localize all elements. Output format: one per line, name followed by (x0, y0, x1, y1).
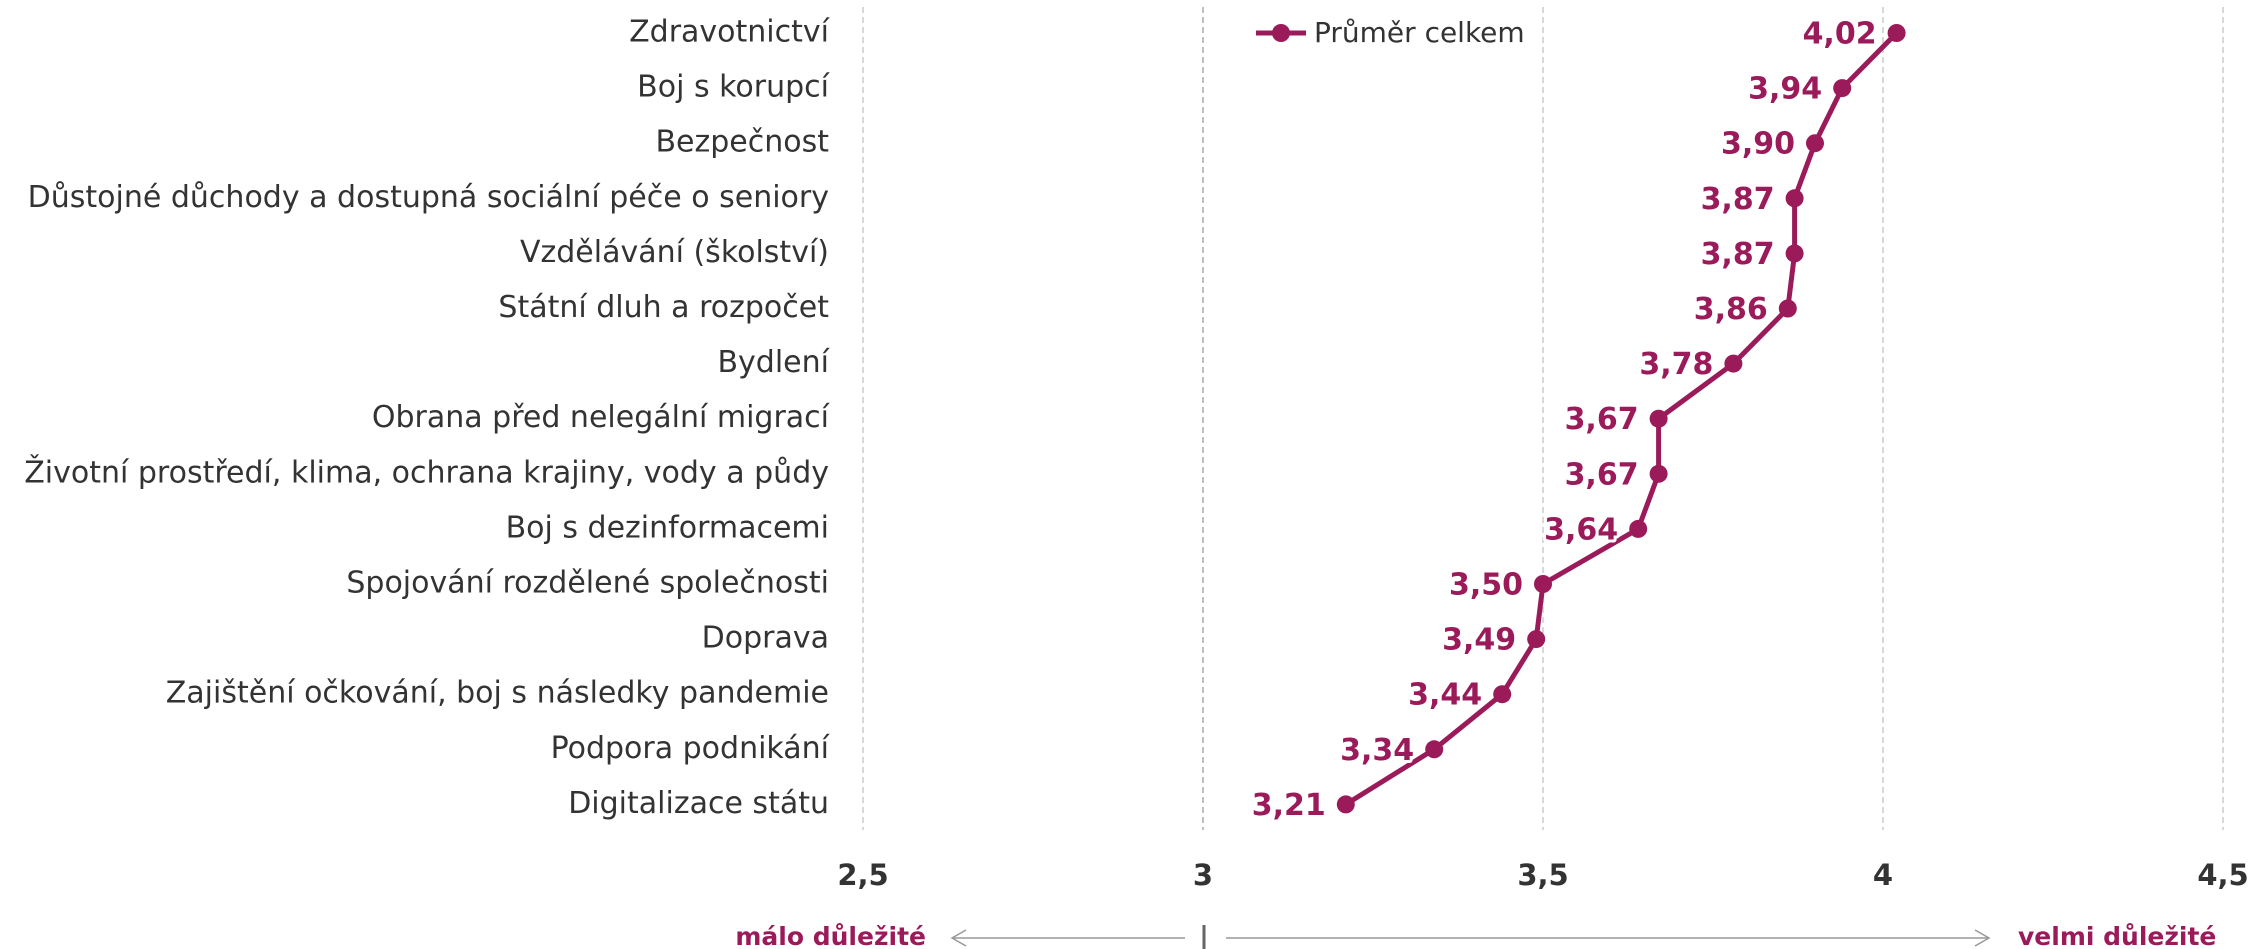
annotation: velmi důležité (2018, 922, 2216, 949)
value-label: 3,49 (1442, 623, 1516, 658)
x-tick-label: 3,5 (1517, 858, 1568, 892)
x-tick-label: 4 (1873, 858, 1893, 892)
category-label: Spojování rozdělené společnosti (346, 566, 829, 601)
legend-marker (1272, 24, 1290, 42)
annotation: málo důležité (735, 922, 926, 949)
value-label: 3,90 (1721, 127, 1795, 162)
category-label: Podpora podnikání (551, 731, 831, 766)
value-label: 3,67 (1565, 457, 1639, 492)
value-label: 4,02 (1803, 17, 1877, 52)
value-label: 3,87 (1701, 182, 1775, 217)
value-label: 3,86 (1694, 292, 1768, 327)
category-label: Životní prostředí, klima, ochrana krajin… (24, 454, 829, 490)
data-point (1649, 409, 1668, 428)
category-label: Boj s korupcí (637, 70, 831, 105)
legend-label: Průměr celkem (1314, 16, 1525, 49)
data-point (1806, 134, 1824, 153)
category-label: Zajištění očkování, boj s následky pande… (166, 676, 829, 711)
data-point (1778, 299, 1797, 318)
data-point (1425, 740, 1444, 759)
data-point (1887, 24, 1906, 42)
arrow-right (1226, 929, 1991, 947)
data-point (1785, 244, 1804, 263)
value-label: 3,34 (1340, 733, 1414, 768)
category-label: Vzdělávání (školství) (520, 235, 829, 270)
data-point (1785, 189, 1804, 208)
data-point (1724, 354, 1743, 373)
data-point (1493, 685, 1512, 704)
data-point (1629, 519, 1648, 538)
arrow-left (950, 929, 1185, 947)
value-label: 3,50 (1449, 568, 1523, 603)
category-label: Bydlení (717, 345, 830, 380)
category-label: Důstojné důchody a dostupná sociální péč… (28, 180, 829, 215)
category-label: Digitalizace státu (568, 786, 829, 821)
data-point (1649, 464, 1668, 483)
value-label: 3,67 (1565, 402, 1639, 437)
data-point (1336, 795, 1355, 814)
x-tick-label: 4,5 (2197, 858, 2248, 892)
category-label: Zdravotnictví (629, 15, 831, 50)
category-label: Bezpečnost (655, 125, 829, 160)
value-label: 3,94 (1748, 72, 1822, 107)
x-tick-label: 2,5 (837, 858, 888, 892)
data-point (1527, 630, 1546, 649)
data-point (1833, 79, 1852, 98)
data-point (1534, 575, 1552, 593)
value-label: 3,64 (1544, 512, 1618, 547)
category-label: Boj s dezinformacemi (506, 510, 829, 545)
category-label: Doprava (702, 621, 829, 656)
value-label: 3,78 (1639, 347, 1713, 382)
x-tick-label: 3 (1193, 858, 1213, 892)
category-label: Obrana před nelegální migrací (372, 400, 831, 435)
value-label: 3,21 (1252, 788, 1326, 823)
value-label: 3,87 (1701, 237, 1775, 272)
category-label: Státní dluh a rozpočet (498, 290, 829, 325)
value-label: 3,44 (1408, 678, 1482, 713)
